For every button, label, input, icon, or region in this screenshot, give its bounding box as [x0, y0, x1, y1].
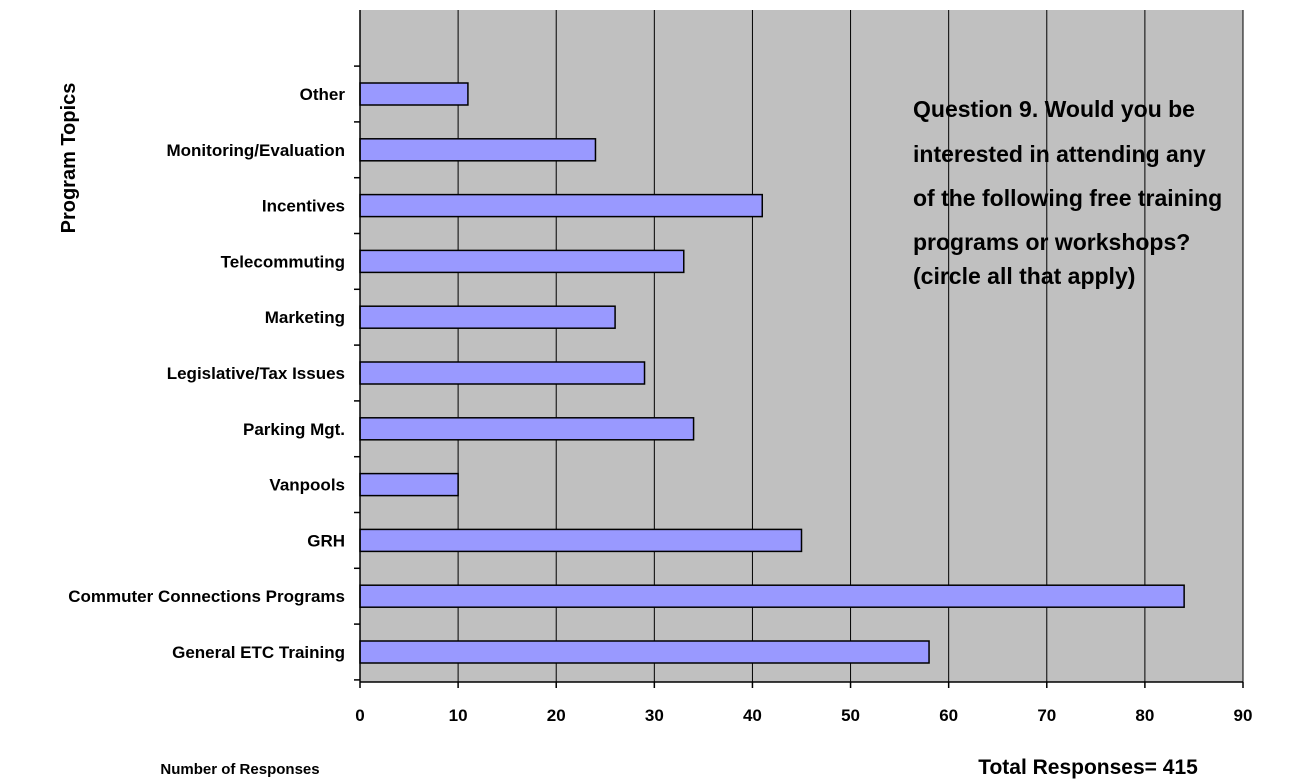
bar: [359, 361, 646, 385]
y-axis-ticks: [354, 65, 360, 681]
bar: [359, 82, 469, 106]
x-tick-label: 80: [1135, 706, 1154, 725]
x-tick-label: 0: [355, 706, 364, 725]
annotation-line-2: interested in attending any: [913, 141, 1206, 167]
bar: [359, 249, 685, 274]
annotation-line-4: programs or workshops?: [913, 229, 1190, 255]
annotation-line-3: of the following free training: [913, 185, 1222, 211]
category-label: General ETC Training: [172, 643, 345, 662]
bar: [359, 528, 803, 553]
category-label: Incentives: [262, 197, 345, 216]
category-label: GRH: [307, 531, 345, 550]
tick-labels: 0 10 20 30 40 50 60 70 80 90: [355, 706, 1252, 725]
x-axis-title: Number of Responses: [160, 761, 319, 778]
grid-lines: [457, 10, 1244, 682]
category-labels: General ETC Training Commuter Connections…: [68, 85, 345, 662]
x-tick-label: 10: [449, 706, 468, 725]
category-label: Legislative/Tax Issues: [167, 364, 345, 383]
category-label: Commuter Connections Programs: [68, 587, 345, 606]
bar: [359, 584, 1185, 608]
x-tick-label: 50: [841, 706, 860, 725]
category-label: Monitoring/Evaluation: [167, 141, 346, 160]
bar: [359, 138, 597, 162]
x-tick-label: 60: [939, 706, 958, 725]
x-tick-label: 70: [1037, 706, 1056, 725]
x-tick-label: 30: [645, 706, 664, 725]
category-label: Marketing: [265, 308, 345, 327]
x-tick-label: 20: [547, 706, 566, 725]
bar: [359, 193, 764, 218]
bar: [359, 640, 930, 664]
bar: [359, 305, 616, 329]
x-tick-label: 40: [743, 706, 762, 725]
annotation-line-1: Question 9. Would you be: [913, 96, 1195, 122]
category-label: Parking Mgt.: [243, 420, 345, 439]
bar: [359, 472, 459, 497]
category-label: Other: [300, 85, 346, 104]
total-responses-label: Total Responses= 415: [978, 756, 1198, 779]
bar: [359, 417, 695, 441]
question-annotation: Question 9. Would you be interested in a…: [913, 96, 1222, 289]
annotation-line-5: (circle all that apply): [913, 263, 1135, 289]
category-label: Vanpools: [269, 476, 345, 495]
x-axis-ticks: [359, 682, 1244, 688]
category-label: Telecommuting: [221, 252, 345, 271]
x-tick-label: 90: [1234, 706, 1253, 725]
plot-area: [360, 10, 1243, 682]
y-axis-title: Program Topics: [58, 83, 80, 234]
